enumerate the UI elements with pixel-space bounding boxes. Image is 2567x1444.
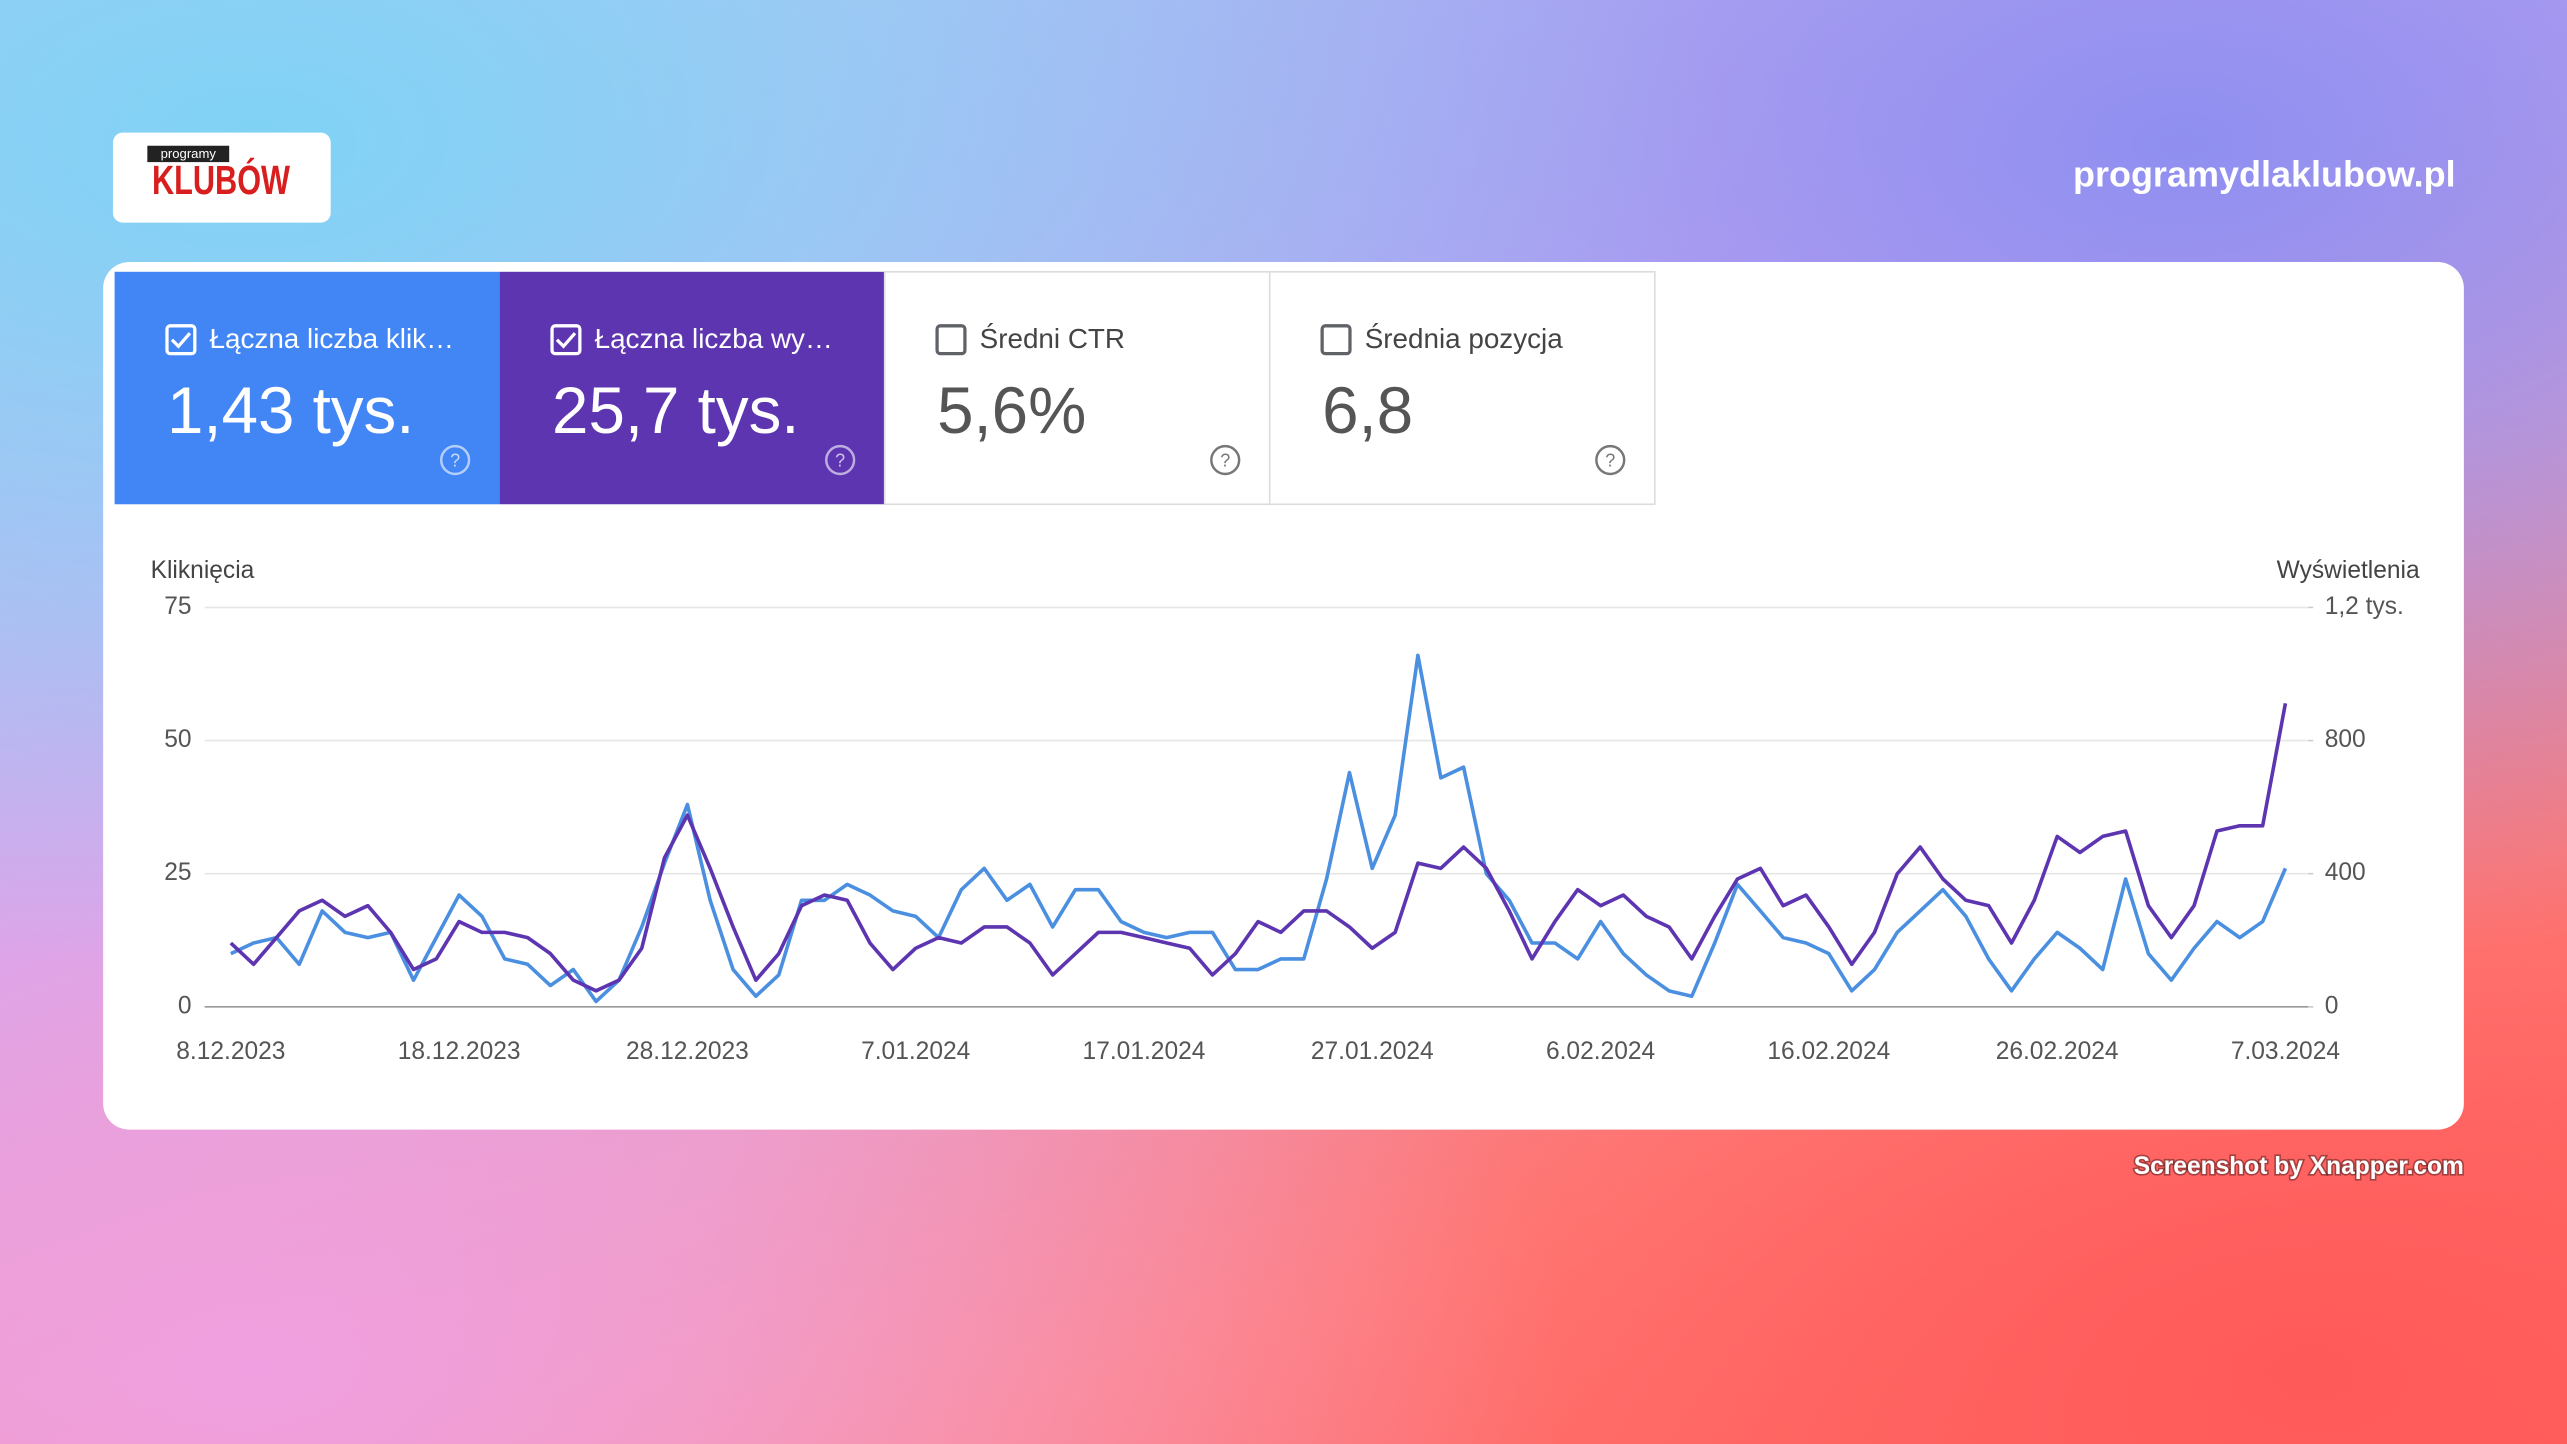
- help-mark: ?: [1605, 450, 1615, 470]
- x-tick-label: 7.03.2024: [2231, 1038, 2340, 1065]
- y-tick-label: 50: [164, 726, 191, 753]
- checkbox[interactable]: [1320, 324, 1352, 356]
- y-axis-title: Kliknięcia: [151, 557, 255, 584]
- site-url: programydlaklubow.pl: [2073, 153, 2456, 194]
- metric-card[interactable]: Średni CTR 5,6%?: [883, 270, 1271, 506]
- card-bg: [1268, 270, 1656, 506]
- help-icon[interactable]: [439, 444, 471, 476]
- footer: Screenshot by Xnapper.com: [2134, 1153, 2464, 1180]
- metric-card[interactable]: Łączna liczba klik… 1,43 tys.?: [114, 271, 500, 505]
- help-icon[interactable]: [825, 444, 856, 476]
- card-label: Łączna liczba klik…: [210, 323, 454, 354]
- help-mark: ?: [835, 450, 845, 470]
- logo-small: programy: [161, 146, 217, 161]
- checkmark: [555, 332, 577, 349]
- x-tick-label: 17.01.2024: [1083, 1038, 1206, 1065]
- y2-tick-label: 1,2 tys.: [2325, 593, 2404, 620]
- help-icon[interactable]: [1595, 444, 1626, 476]
- y2-tick-label: 400: [2325, 859, 2366, 886]
- card-label: Średni CTR: [980, 322, 1125, 354]
- x-tick-label: 16.02.2024: [1767, 1038, 1890, 1065]
- help-icon[interactable]: [1210, 444, 1241, 476]
- checkbox[interactable]: [165, 324, 197, 356]
- checkbox[interactable]: [935, 324, 967, 356]
- chart: Kliknięcia Wyświetlenia 0 25 50 75 0 400 800 1,…: [151, 557, 2420, 1065]
- help-mark: ?: [1220, 450, 1230, 470]
- x-tick-label: 7.01.2024: [861, 1038, 970, 1065]
- x-tick-label: 27.01.2024: [1311, 1038, 1434, 1065]
- x-tick-label: 28.12.2023: [626, 1038, 749, 1065]
- checkmark: [170, 332, 192, 349]
- help-mark: ?: [450, 450, 460, 470]
- card-value: 1,43 tys.: [167, 374, 414, 447]
- logo-text: KLUBÓW: [152, 156, 291, 204]
- x-tick-label: 18.12.2023: [398, 1038, 521, 1065]
- x-tick-label: 8.12.2023: [176, 1038, 285, 1065]
- card-value: 5,6%: [937, 374, 1086, 447]
- metric-card[interactable]: Łączna liczba wy… 25,7 tys.?: [499, 271, 885, 505]
- card-bg: [883, 270, 1271, 506]
- series-line: [230, 653, 2288, 1004]
- card-value: 25,7 tys.: [552, 374, 799, 447]
- cards: Łączna liczba klik…1,43 tys.?Łączna licz…: [114, 270, 1656, 506]
- x-tick-label: 26.02.2024: [1996, 1038, 2119, 1065]
- x-tick-label: 6.02.2024: [1546, 1038, 1655, 1065]
- y-tick-label: 0: [178, 992, 192, 1019]
- card-label: Łączna liczba wy…: [595, 323, 833, 354]
- card-bg: [114, 271, 500, 505]
- y-tick-label: 25: [164, 859, 191, 886]
- card-label: Średnia pozycja: [1365, 322, 1564, 354]
- checkbox[interactable]: [550, 324, 582, 356]
- card-bg: [499, 271, 885, 505]
- y2-tick-label: 0: [2325, 992, 2339, 1019]
- logo-tag: [147, 145, 230, 163]
- y-tick-label: 75: [164, 593, 191, 620]
- y2-axis-title: Wyświetlenia: [2277, 557, 2420, 584]
- metric-card[interactable]: Średnia pozycja 6,8?: [1268, 270, 1656, 506]
- series-line: [229, 703, 2288, 993]
- card-value: 6,8: [1322, 374, 1413, 447]
- y2-tick-label: 800: [2325, 726, 2366, 753]
